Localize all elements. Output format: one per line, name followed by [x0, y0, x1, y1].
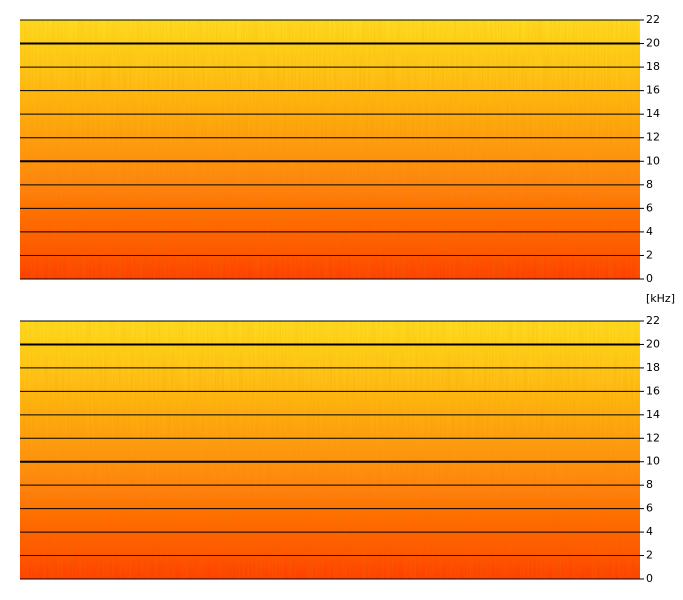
- y-tick-label: 18: [646, 60, 660, 73]
- y-tick-label: 22: [646, 314, 660, 327]
- y-tick-label: 20: [646, 37, 660, 50]
- y-tick-label: 14: [646, 408, 660, 421]
- y-tick-label: 6: [646, 201, 653, 214]
- y-tick-label: 0: [646, 272, 653, 285]
- y-tick-label: 0: [646, 572, 653, 585]
- y-axis-label: [kHz]: [646, 292, 675, 305]
- y-tick-label: 4: [646, 525, 653, 538]
- y-tick-label: 10: [646, 455, 660, 468]
- y-tick-label: 2: [646, 248, 653, 261]
- y-tick-label: 22: [646, 13, 660, 26]
- plots: 0 2 4 6 8 10 12 14 16 18 20 22 [kHz] 0 2 4 6 8 10 12 14 16 18 2…: [20, 13, 675, 585]
- y-tick-label: 10: [646, 154, 660, 167]
- y-tick-label: 2: [646, 549, 653, 562]
- y-tick-label: 8: [646, 178, 653, 191]
- spectrogram-texture: [20, 20, 640, 279]
- y-tick-label: 8: [646, 478, 653, 491]
- spectrogram-image: [20, 321, 640, 579]
- y-tick-label: 18: [646, 361, 660, 374]
- y-tick-label: 14: [646, 107, 660, 120]
- y-tick-label: 6: [646, 502, 653, 515]
- y-tick-label: 12: [646, 131, 660, 144]
- y-tick-label: 16: [646, 384, 660, 397]
- y-tick-label: 12: [646, 431, 660, 444]
- y-tick-label: 20: [646, 337, 660, 350]
- spectrogram-texture: [20, 321, 640, 579]
- y-tick-label: 16: [646, 84, 660, 97]
- y-tick-label: 4: [646, 225, 653, 238]
- spectrogram-image: [20, 20, 640, 279]
